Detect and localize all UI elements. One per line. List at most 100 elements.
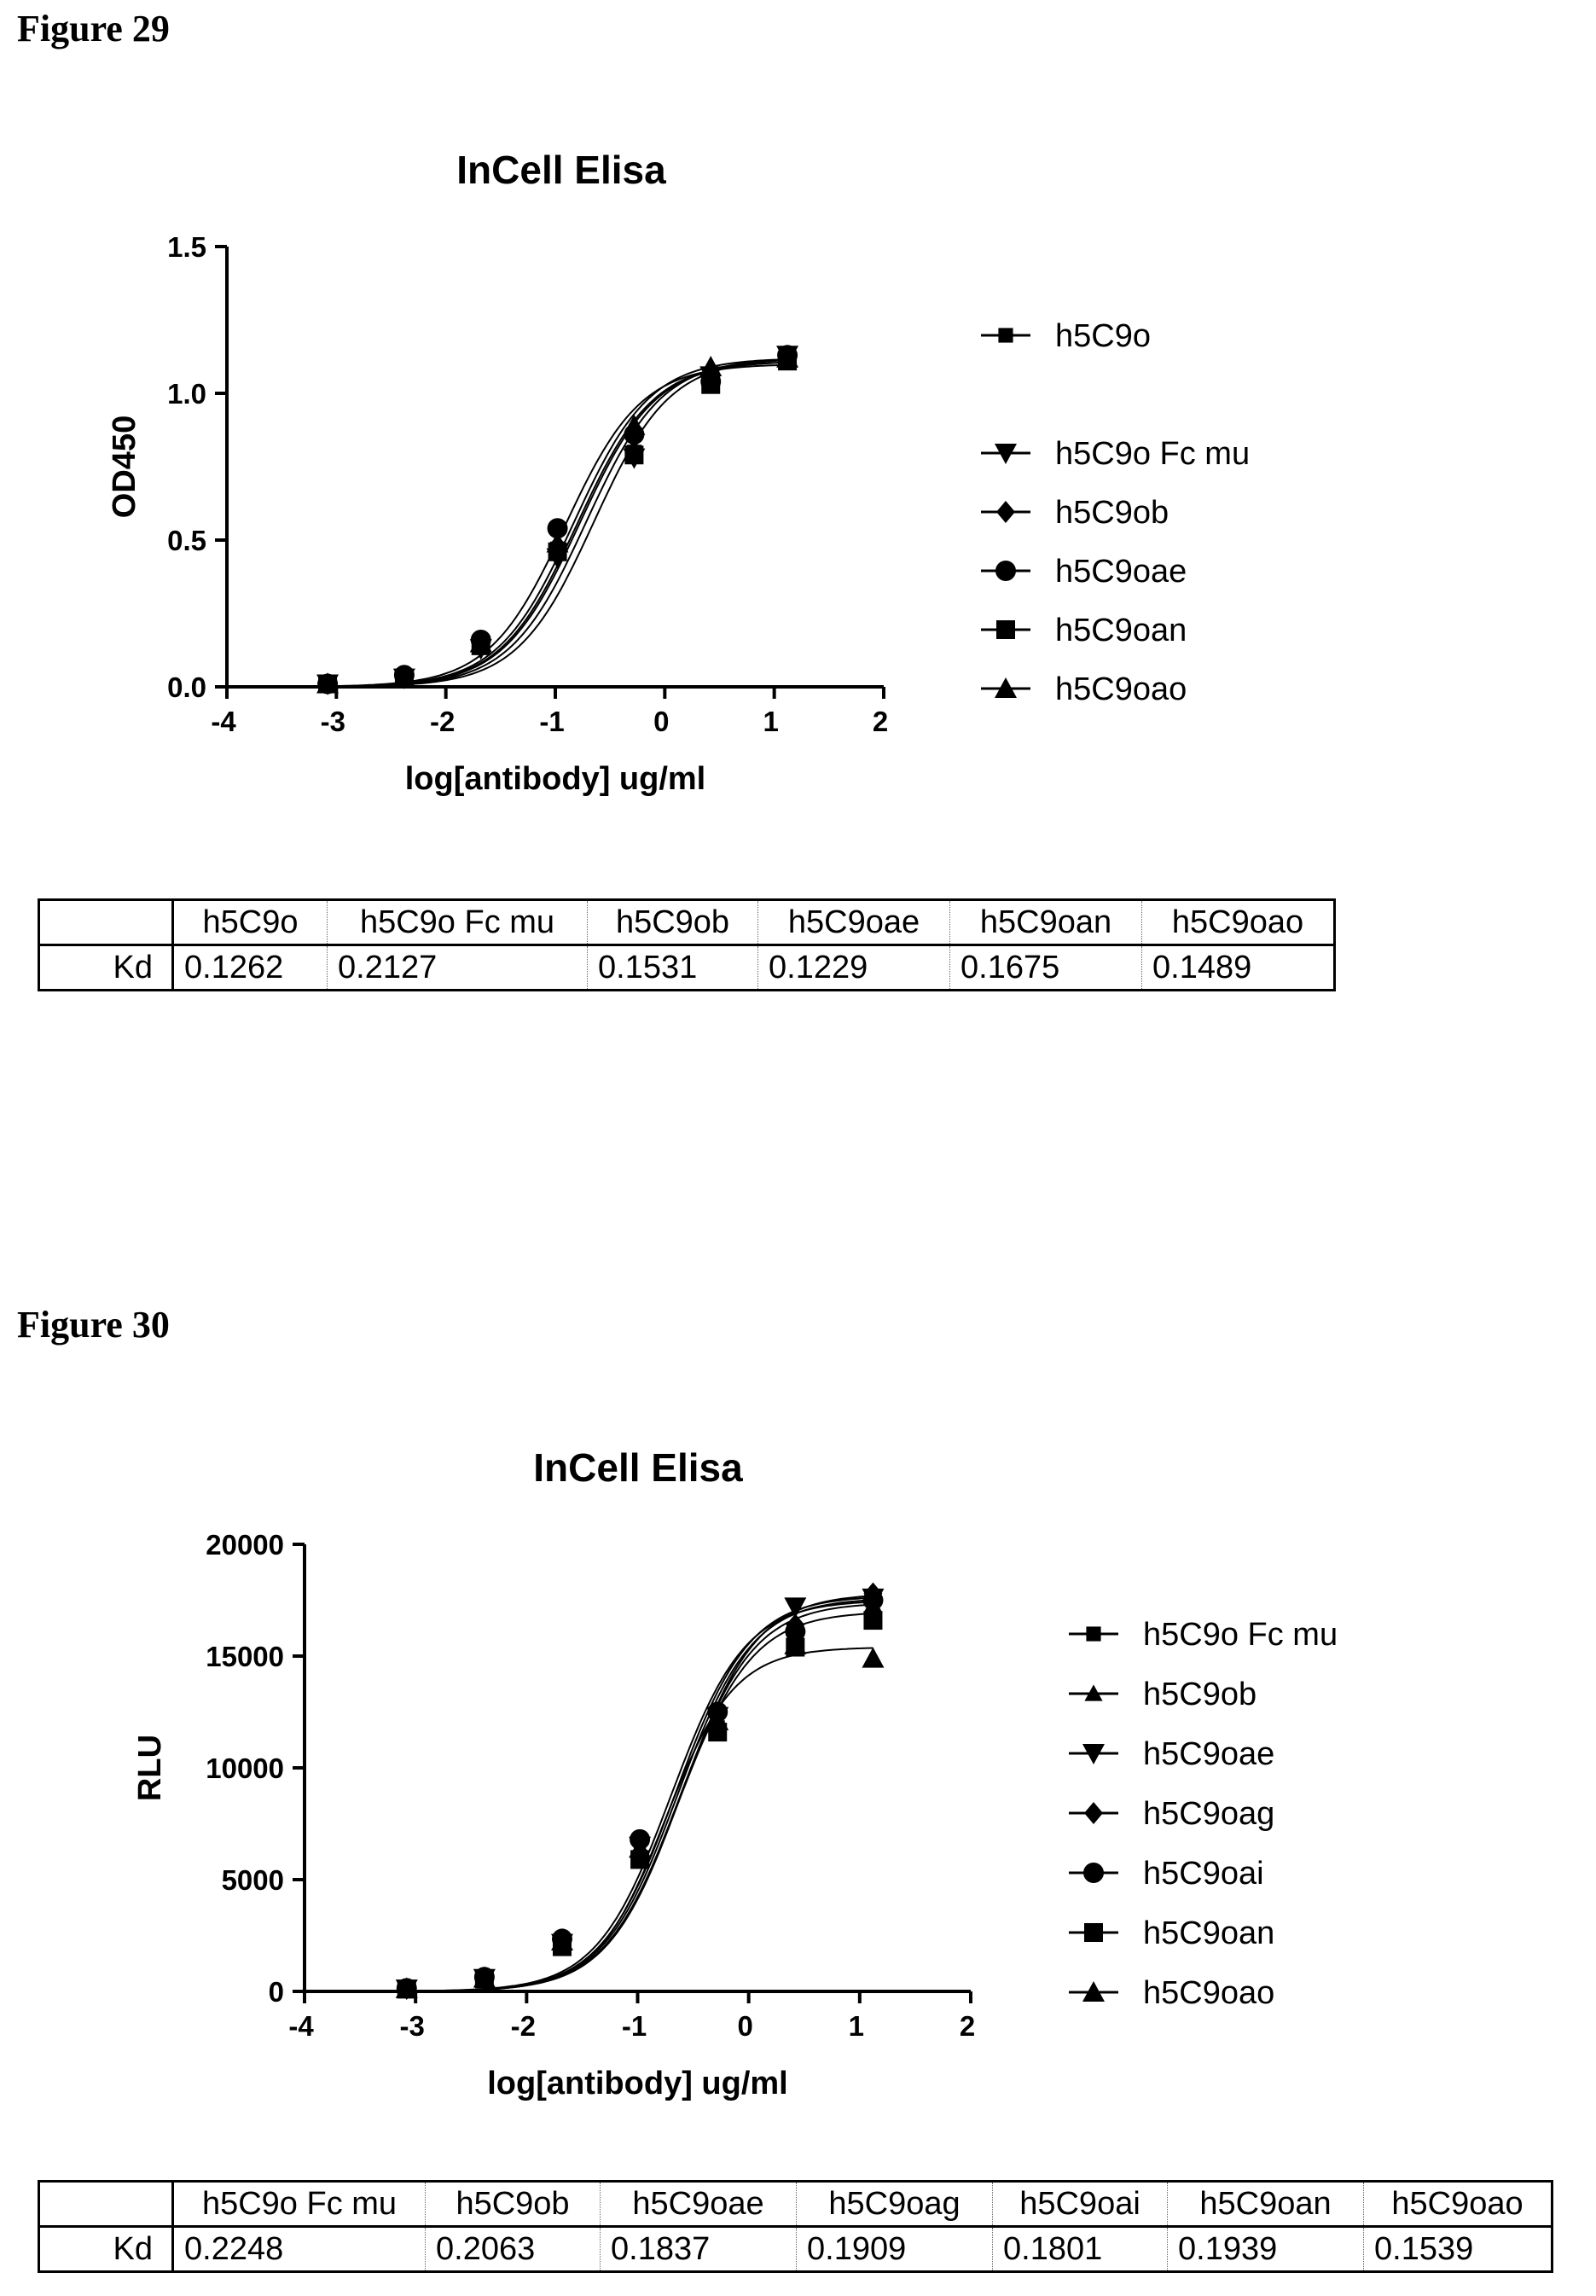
- chart-title: InCell Elisa: [456, 148, 666, 192]
- data-point: [785, 1621, 806, 1642]
- kd-table-header-row: h5C9o Fc mu h5C9ob h5C9oae h5C9oag h5C9o…: [38, 2181, 1552, 2228]
- data-point: [469, 631, 492, 653]
- legend-label: h5C9oag: [1143, 1796, 1274, 1832]
- legend-marker: [996, 620, 1015, 639]
- legend-label: h5C9oae: [1143, 1736, 1274, 1772]
- kd-table-value-row: Kd 0.1262 0.2127 0.1531 0.1229 0.1675 0.…: [38, 945, 1335, 991]
- x-tick-label: 0: [737, 2010, 752, 2042]
- legend-label: h5C9oan: [1055, 613, 1187, 648]
- x-tick-label: -3: [321, 706, 345, 737]
- legend-marker: [998, 328, 1013, 343]
- legend-marker: [1084, 1802, 1103, 1824]
- fit-curve: [406, 1613, 873, 1992]
- fit-curve: [406, 1603, 873, 1992]
- data-point: [550, 1930, 573, 1951]
- kd-value: 0.1675: [949, 945, 1142, 991]
- kd-table-value-row: Kd 0.2248 0.2063 0.1837 0.1909 0.1801 0.…: [38, 2226, 1552, 2272]
- fit-curve: [406, 1599, 873, 1992]
- legend-label: h5C9ob: [1055, 495, 1169, 531]
- x-axis-label: log[antibody] ug/ml: [405, 761, 706, 797]
- kd-col-header: h5C9oan: [949, 899, 1142, 946]
- figure-30-label: Figure 30: [17, 1304, 170, 1346]
- y-axis-label: OD450: [107, 416, 142, 518]
- legend-label: h5C9ob: [1143, 1677, 1256, 1712]
- x-tick-label: 1: [849, 2010, 864, 2042]
- y-tick-label: 0.5: [167, 525, 206, 556]
- kd-col-header: h5C9oao: [1141, 899, 1335, 946]
- series-group: h5C9oai: [396, 1590, 1264, 1999]
- kd-col-header: h5C9oae: [757, 899, 950, 946]
- legend-marker: [1086, 1626, 1101, 1642]
- kd-row-label: Kd: [38, 2226, 174, 2272]
- series-group: h5C9o: [320, 318, 1151, 692]
- kd-value: 0.2248: [172, 2226, 426, 2272]
- figure-29-chart: InCell Elisa -4 -3 -2 -1 0 1 2 0.0 0.5 1.0 1.5 log[a…: [107, 148, 1250, 797]
- series-group: h5C9ob: [398, 1596, 1256, 1997]
- x-tick-label: 2: [873, 706, 888, 737]
- legend-label: h5C9oae: [1055, 554, 1187, 590]
- data-point: [701, 375, 721, 394]
- figure-30-kd-table: h5C9o Fc mu h5C9ob h5C9oae h5C9oag h5C9o…: [38, 2180, 1553, 2273]
- x-tick-label: -4: [211, 706, 236, 737]
- kd-value: 0.1801: [992, 2226, 1168, 2272]
- kd-col-header: h5C9oai: [992, 2181, 1168, 2228]
- x-axis-label: log[antibody] ug/ml: [487, 2066, 788, 2101]
- legend-marker: [1082, 1981, 1105, 2002]
- data-point: [546, 532, 569, 553]
- data-point: [706, 1709, 729, 1730]
- legend-label: h5C9oao: [1055, 671, 1187, 707]
- legend-label: h5C9oai: [1143, 1856, 1264, 1892]
- x-tick-label: -2: [430, 706, 455, 737]
- data-point: [776, 346, 799, 368]
- series-group: h5C9ob: [318, 346, 1169, 695]
- y-tick-label: 5000: [222, 1864, 284, 1896]
- legend-label: h5C9oao: [1143, 1975, 1274, 2011]
- series-group: h5C9oao: [316, 346, 1187, 707]
- fit-curve: [406, 1647, 873, 1992]
- kd-col-header: h5C9o Fc mu: [172, 2181, 426, 2228]
- fit-curve: [406, 1601, 873, 1992]
- legend-label: h5C9o Fc mu: [1055, 436, 1250, 472]
- data-point: [629, 1837, 652, 1858]
- figure-29-label: Figure 29: [17, 8, 170, 49]
- kd-value: 0.2063: [425, 2226, 601, 2272]
- kd-value: 0.1489: [1141, 945, 1335, 991]
- x-tick-label: 0: [653, 706, 669, 737]
- y-tick-label: 10000: [206, 1753, 284, 1784]
- legend-marker: [1083, 1863, 1104, 1883]
- data-point: [862, 1590, 884, 1611]
- kd-value: 0.1939: [1167, 2226, 1364, 2272]
- kd-col-header: h5C9ob: [587, 899, 758, 946]
- x-tick-label: -1: [539, 706, 564, 737]
- series-group: h5C9oao: [395, 1633, 1274, 2011]
- figure-29-kd-table: h5C9o h5C9o Fc mu h5C9ob h5C9oae h5C9oan…: [38, 898, 1336, 991]
- kd-col-header: h5C9oao: [1363, 2181, 1552, 2228]
- kd-value: 0.1539: [1363, 2226, 1552, 2272]
- kd-col-header: h5C9o: [172, 899, 328, 946]
- data-point: [316, 672, 340, 694]
- kd-col-header: h5C9oan: [1167, 2181, 1364, 2228]
- chart-title: InCell Elisa: [533, 1445, 743, 1490]
- y-tick-label: 1.0: [167, 378, 206, 410]
- kd-col-header: h5C9ob: [425, 2181, 601, 2228]
- data-point: [699, 356, 723, 377]
- kd-value: 0.1837: [600, 2226, 797, 2272]
- data-point: [624, 445, 644, 465]
- kd-row-label: Kd: [38, 945, 174, 991]
- y-tick-label: 0: [269, 1976, 284, 2008]
- data-point: [392, 666, 415, 688]
- legend-marker: [995, 677, 1017, 698]
- kd-value: 0.2127: [327, 945, 588, 991]
- kd-value: 0.1262: [172, 945, 328, 991]
- x-tick-label: -1: [622, 2010, 647, 2042]
- figure-30-chart: InCell Elisa -4 -3 -2 -1 0 1 2 0 5000 10000 15000 20…: [132, 1445, 1338, 2101]
- data-point: [784, 1597, 807, 1619]
- y-tick-label: 15000: [206, 1641, 284, 1672]
- fit-curve: [406, 1596, 873, 1992]
- data-point: [623, 414, 646, 435]
- data-point: [862, 1647, 885, 1668]
- legend-marker: [1084, 1923, 1103, 1942]
- legend-marker: [1082, 1744, 1105, 1764]
- kd-col-header: h5C9oae: [600, 2181, 797, 2228]
- legend-marker: [995, 561, 1016, 581]
